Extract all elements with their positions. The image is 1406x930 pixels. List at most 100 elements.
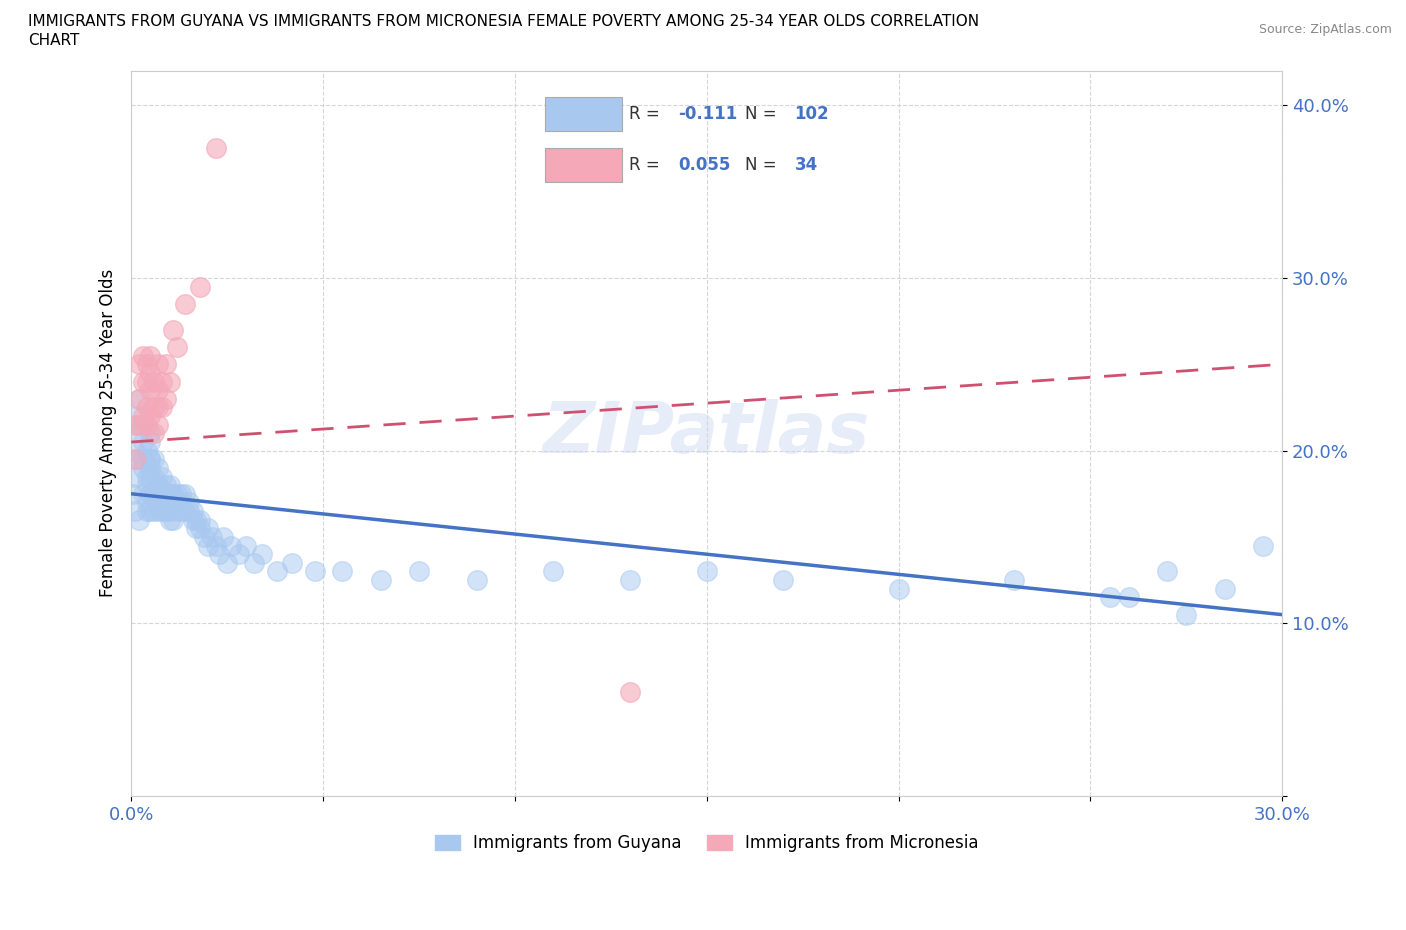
Point	[1156, 564, 1178, 578]
Point	[132, 452, 155, 467]
Point	[128, 418, 150, 432]
Text: N =: N =	[745, 156, 782, 174]
Text: ZIPatlas: ZIPatlas	[543, 399, 870, 468]
Point	[128, 426, 150, 441]
Point	[124, 452, 146, 467]
Point	[146, 478, 169, 493]
Point	[193, 529, 215, 544]
Point	[217, 555, 239, 570]
Point	[197, 538, 219, 553]
Point	[139, 452, 162, 467]
Point	[204, 141, 226, 156]
Point	[146, 400, 169, 415]
Point	[146, 504, 169, 519]
Point	[150, 495, 173, 510]
Point	[146, 383, 169, 398]
Point	[1002, 573, 1025, 588]
Point	[139, 408, 162, 423]
Point	[132, 348, 155, 363]
Point	[146, 495, 169, 510]
Point	[370, 573, 392, 588]
Point	[128, 392, 150, 406]
Point	[204, 538, 226, 553]
Point	[1251, 538, 1274, 553]
Point	[143, 469, 166, 484]
Point	[150, 469, 173, 484]
Point	[162, 323, 184, 338]
Point	[139, 486, 162, 501]
Point	[146, 357, 169, 372]
Point	[304, 564, 326, 578]
Point	[135, 444, 157, 458]
Point	[166, 504, 188, 519]
Point	[188, 279, 211, 294]
Point	[1213, 581, 1236, 596]
Point	[146, 460, 169, 475]
Point	[181, 504, 204, 519]
Point	[139, 460, 162, 475]
Point	[330, 564, 353, 578]
Point	[124, 444, 146, 458]
Point	[159, 512, 181, 527]
Point	[150, 486, 173, 501]
Text: 0.055: 0.055	[678, 156, 731, 174]
Point	[1118, 590, 1140, 604]
Point	[128, 512, 150, 527]
Point	[124, 504, 146, 519]
Point	[235, 538, 257, 553]
Point	[159, 504, 181, 519]
Point	[132, 418, 155, 432]
Text: CHART: CHART	[28, 33, 80, 47]
Point	[188, 521, 211, 536]
Point	[1098, 590, 1121, 604]
Point	[135, 478, 157, 493]
Legend: Immigrants from Guyana, Immigrants from Micronesia: Immigrants from Guyana, Immigrants from …	[426, 826, 987, 860]
Point	[146, 478, 169, 493]
Point	[1175, 607, 1198, 622]
Point	[243, 555, 266, 570]
Point	[143, 426, 166, 441]
Text: R =: R =	[630, 156, 665, 174]
Point	[139, 426, 162, 441]
Point	[162, 486, 184, 501]
Point	[170, 504, 193, 519]
Point	[143, 486, 166, 501]
Point	[197, 521, 219, 536]
Point	[155, 486, 177, 501]
Point	[155, 495, 177, 510]
Text: N =: N =	[745, 105, 782, 123]
Point	[212, 529, 235, 544]
Point	[128, 392, 150, 406]
Point	[139, 434, 162, 449]
Point	[174, 486, 197, 501]
Point	[208, 547, 231, 562]
Point	[186, 512, 208, 527]
Point	[143, 504, 166, 519]
Point	[135, 374, 157, 389]
Text: 34: 34	[794, 156, 818, 174]
Point	[139, 365, 162, 380]
Y-axis label: Female Poverty Among 25-34 Year Olds: Female Poverty Among 25-34 Year Olds	[100, 270, 117, 597]
Point	[139, 452, 162, 467]
Point	[139, 383, 162, 398]
Point	[150, 504, 173, 519]
Point	[166, 486, 188, 501]
Point	[143, 400, 166, 415]
Point	[772, 573, 794, 588]
Point	[135, 495, 157, 510]
Point	[155, 478, 177, 493]
Point	[266, 564, 288, 578]
Point	[132, 460, 155, 475]
Point	[135, 469, 157, 484]
Point	[132, 374, 155, 389]
Point	[146, 486, 169, 501]
Point	[159, 486, 181, 501]
Point	[159, 478, 181, 493]
Point	[174, 297, 197, 312]
Point	[132, 434, 155, 449]
Point	[696, 564, 718, 578]
Point	[155, 504, 177, 519]
Point	[150, 374, 173, 389]
Text: IMMIGRANTS FROM GUYANA VS IMMIGRANTS FROM MICRONESIA FEMALE POVERTY AMONG 25-34 : IMMIGRANTS FROM GUYANA VS IMMIGRANTS FRO…	[28, 14, 979, 29]
Point	[159, 486, 181, 501]
